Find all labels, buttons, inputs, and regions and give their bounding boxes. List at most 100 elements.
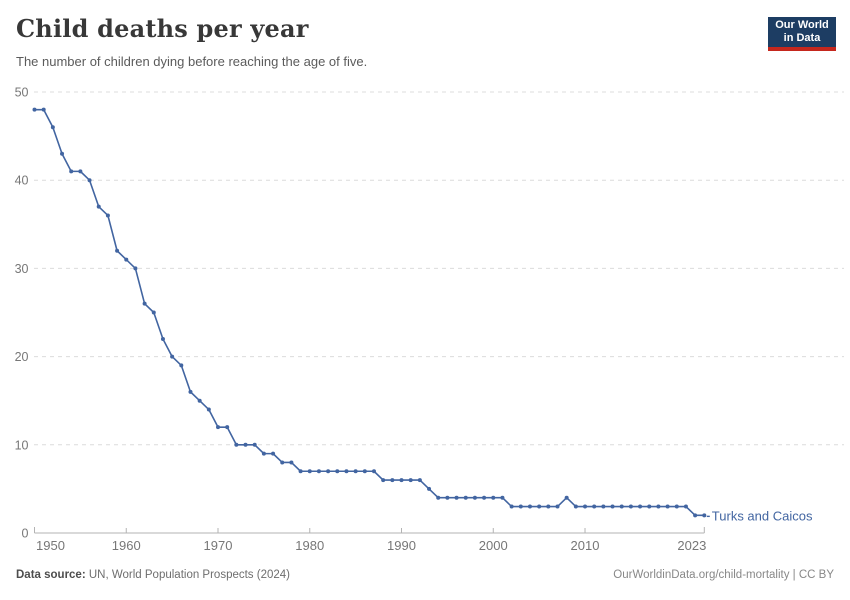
data-point xyxy=(573,504,578,509)
x-axis-label: 2010 xyxy=(571,538,600,553)
series-line xyxy=(33,108,706,517)
x-axis-label: 1960 xyxy=(112,538,141,553)
data-point xyxy=(179,363,184,368)
y-axis-label: 0 xyxy=(22,527,29,541)
data-point xyxy=(206,407,211,412)
data-point xyxy=(491,495,496,500)
data-point xyxy=(60,151,65,156)
data-point xyxy=(417,478,422,483)
data-point xyxy=(271,451,276,456)
owid-logo-red-strip xyxy=(768,47,836,51)
data-point xyxy=(619,504,624,509)
data-point xyxy=(261,451,266,456)
data-source-label: Data source: xyxy=(16,569,86,581)
data-point xyxy=(225,425,230,430)
owid-logo: Our World in Data xyxy=(768,17,836,51)
data-point xyxy=(610,504,615,509)
data-point xyxy=(564,495,569,500)
data-point xyxy=(390,478,395,483)
data-source-note: Data source: UN, World Population Prospe… xyxy=(16,569,290,581)
data-point xyxy=(50,125,55,130)
data-point xyxy=(216,425,221,430)
data-point xyxy=(96,204,101,209)
data-point xyxy=(87,178,92,183)
y-axis-label: 20 xyxy=(15,350,29,364)
data-point xyxy=(326,469,331,474)
data-point xyxy=(32,107,37,112)
data-point xyxy=(151,310,156,315)
credit-note: OurWorldinData.org/child-mortality | CC … xyxy=(613,569,834,581)
data-point xyxy=(693,513,698,518)
x-axis-label: 1950 xyxy=(36,538,65,553)
data-point xyxy=(527,504,532,509)
data-point xyxy=(683,504,688,509)
data-point xyxy=(509,504,514,509)
data-point xyxy=(160,336,165,341)
entity-label: Turks and Caicos xyxy=(712,508,813,523)
data-point xyxy=(546,504,551,509)
data-point xyxy=(243,442,248,447)
x-axis-label: 1970 xyxy=(204,538,233,553)
data-point xyxy=(537,504,542,509)
data-point xyxy=(482,495,487,500)
data-point xyxy=(381,478,386,483)
data-point xyxy=(142,301,147,306)
y-axis-label: 10 xyxy=(15,438,29,452)
data-point xyxy=(41,107,46,112)
x-axis-label: 2023 xyxy=(677,538,706,553)
data-point xyxy=(170,354,175,359)
data-point xyxy=(647,504,652,509)
data-point xyxy=(307,469,312,474)
data-point xyxy=(353,469,358,474)
owid-logo-line1: Our World xyxy=(775,19,829,31)
data-point xyxy=(518,504,523,509)
data-point xyxy=(601,504,606,509)
owid-logo-line2: in Data xyxy=(783,32,821,44)
data-source-text: UN, World Population Prospects (2024) xyxy=(85,569,290,581)
data-point xyxy=(408,478,413,483)
y-axis-label: 40 xyxy=(15,174,29,188)
data-point xyxy=(289,460,294,465)
data-point xyxy=(472,495,477,500)
x-axis-label: 1980 xyxy=(295,538,324,553)
data-point xyxy=(115,248,120,253)
data-point xyxy=(638,504,643,509)
data-point xyxy=(399,478,404,483)
data-point xyxy=(702,513,707,518)
page-title: Child deaths per year xyxy=(16,14,309,43)
data-point xyxy=(78,169,83,174)
data-point xyxy=(463,495,468,500)
data-point xyxy=(674,504,679,509)
y-axis-label: 30 xyxy=(15,262,29,276)
data-point xyxy=(234,442,239,447)
x-axis-label: 1990 xyxy=(387,538,416,553)
data-point xyxy=(188,389,193,394)
x-axis-label: 2000 xyxy=(479,538,508,553)
owid-logo-box: Our World in Data xyxy=(768,17,836,47)
data-point xyxy=(583,504,588,509)
data-point xyxy=(124,257,129,262)
data-point xyxy=(427,486,432,491)
data-point xyxy=(371,469,376,474)
data-point xyxy=(280,460,285,465)
chart-subtitle: The number of children dying before reac… xyxy=(16,54,368,69)
data-point xyxy=(436,495,441,500)
data-point xyxy=(133,266,138,271)
data-point xyxy=(362,469,367,474)
data-point xyxy=(298,469,303,474)
data-point xyxy=(592,504,597,509)
data-point xyxy=(665,504,670,509)
data-point xyxy=(252,442,257,447)
data-point xyxy=(105,213,110,218)
data-point xyxy=(445,495,450,500)
data-point xyxy=(316,469,321,474)
data-point xyxy=(69,169,74,174)
data-point xyxy=(335,469,340,474)
y-axis-label: 50 xyxy=(15,86,29,100)
data-point xyxy=(555,504,560,509)
data-point xyxy=(197,398,202,403)
data-point xyxy=(500,495,505,500)
data-point xyxy=(344,469,349,474)
data-point xyxy=(656,504,661,509)
